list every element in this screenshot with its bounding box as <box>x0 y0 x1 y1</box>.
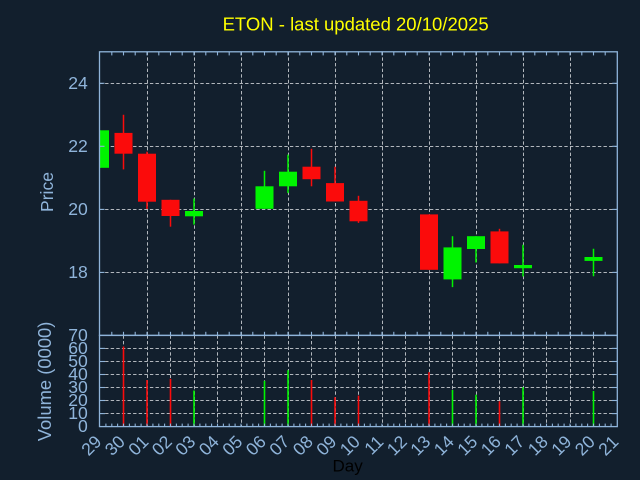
svg-text:22: 22 <box>68 136 88 156</box>
svg-text:ETON - last updated 20/10/2025: ETON - last updated 20/10/2025 <box>223 14 489 35</box>
svg-text:70: 70 <box>68 325 88 345</box>
svg-text:10: 10 <box>68 403 88 423</box>
svg-text:50: 50 <box>68 351 88 371</box>
svg-text:30: 30 <box>68 377 88 397</box>
svg-text:Day: Day <box>332 457 363 476</box>
svg-text:20: 20 <box>68 390 88 410</box>
svg-text:18: 18 <box>68 262 88 282</box>
svg-text:40: 40 <box>68 364 88 384</box>
svg-text:Price: Price <box>37 172 57 212</box>
svg-text:Volume (0000): Volume (0000) <box>34 322 55 442</box>
svg-text:60: 60 <box>68 338 88 358</box>
svg-text:0: 0 <box>78 416 88 436</box>
svg-text:24: 24 <box>68 73 88 93</box>
svg-text:20: 20 <box>68 199 88 219</box>
